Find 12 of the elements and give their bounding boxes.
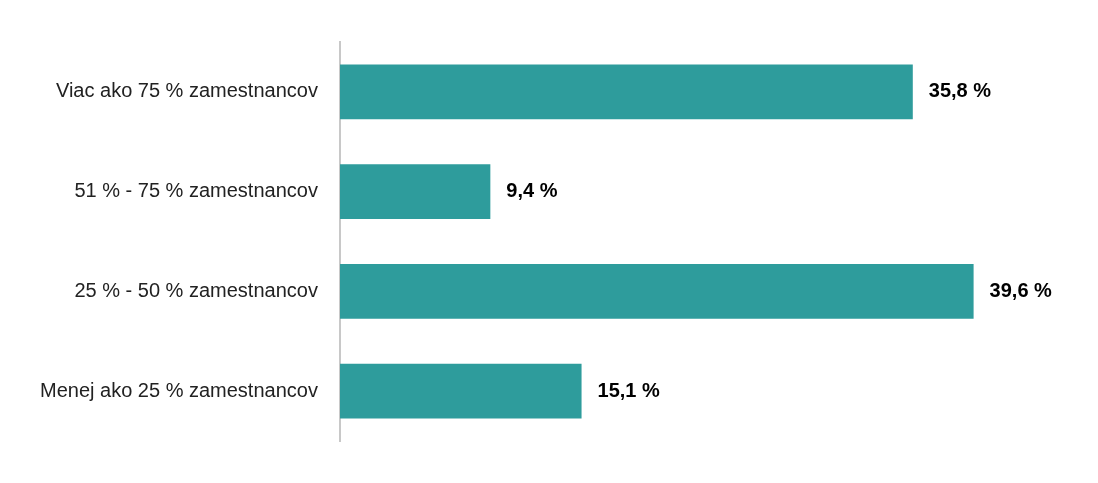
data-label: 15,1 %: [597, 378, 661, 401]
y-tick-label: 25 % - 50 % zamestnancov: [74, 278, 318, 301]
data-label: 35,8 %: [928, 79, 992, 102]
data-label: 9,4 %: [506, 179, 558, 202]
bar: [339, 363, 582, 419]
y-tick-label: 51 % - 75 % zamestnancov: [74, 179, 318, 202]
data-label: 39,6 %: [989, 278, 1053, 301]
bar: [339, 263, 974, 319]
bar: [339, 64, 913, 120]
bar: [339, 164, 491, 220]
y-tick-label: Viac ako 75 % zamestnancov: [55, 79, 318, 102]
y-tick-label: Menej ako 25 % zamestnancov: [39, 378, 318, 401]
